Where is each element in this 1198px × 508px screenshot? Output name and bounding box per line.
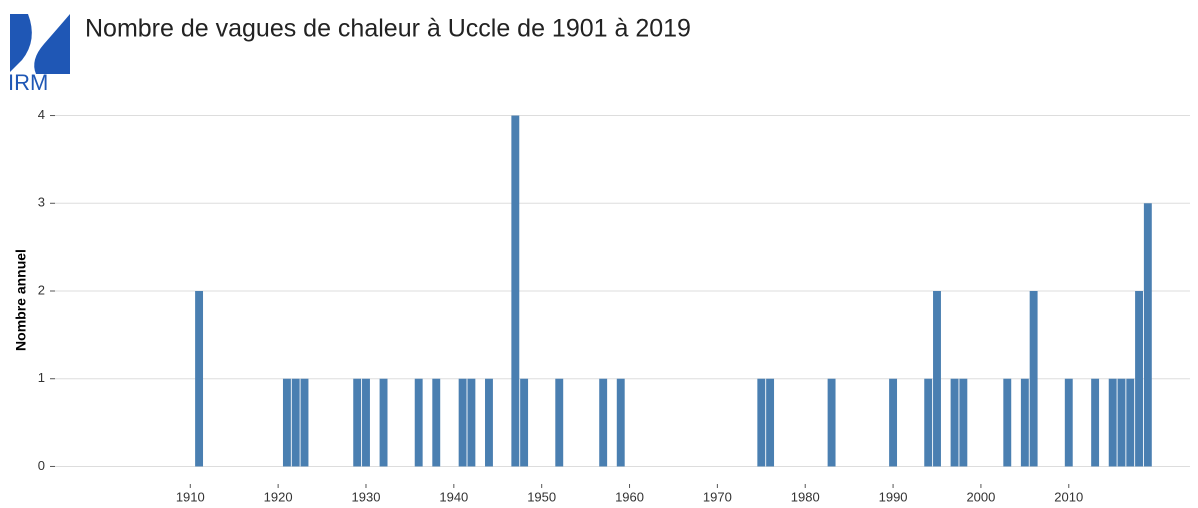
logo-shape (10, 14, 32, 72)
bar (555, 378, 564, 467)
x-tick-label: 1980 (791, 489, 820, 504)
bar (485, 378, 493, 467)
y-tick-label: 3 (38, 195, 45, 210)
x-tick-label: 2010 (1054, 489, 1083, 504)
bar (1003, 378, 1012, 467)
x-tick-label: 1970 (703, 489, 732, 504)
bar (511, 115, 520, 467)
y-tick-label: 4 (38, 107, 45, 122)
bar (432, 378, 441, 467)
x-tick-label: 1960 (615, 489, 644, 504)
bar (757, 378, 766, 467)
x-tick-label: 2000 (966, 489, 995, 504)
bar (467, 378, 476, 467)
x-tick-label: 1940 (439, 489, 468, 504)
bar (766, 378, 775, 467)
bar (1135, 291, 1144, 467)
bar (362, 378, 370, 467)
y-tick-label: 0 (38, 458, 45, 473)
y-axis-label: Nombre annuel (13, 249, 29, 351)
bar (300, 378, 309, 467)
x-tick-label: 1930 (352, 489, 381, 504)
y-tick-label: 2 (38, 282, 45, 297)
bar (959, 378, 968, 467)
bar (353, 378, 362, 467)
x-tick-label: 1990 (879, 489, 908, 504)
bar (1108, 378, 1117, 467)
bar (520, 378, 529, 467)
logo: IRM (8, 14, 70, 95)
bar (195, 291, 204, 467)
x-tick-label: 1920 (264, 489, 293, 504)
bar (1117, 378, 1126, 467)
bar (1126, 378, 1135, 467)
x-tick-label: 1950 (527, 489, 556, 504)
bar (1064, 378, 1073, 467)
bar (379, 378, 388, 467)
logo-shape (34, 14, 70, 74)
bar (599, 378, 608, 467)
bar (1091, 378, 1100, 467)
bar (933, 291, 941, 467)
logo-text: IRM (8, 70, 48, 95)
bar (1143, 203, 1152, 467)
x-tick-label: 1910 (176, 489, 205, 504)
bar (924, 378, 933, 467)
bar (889, 378, 898, 467)
bar (950, 378, 959, 467)
bar (414, 378, 423, 467)
chart-title: Nombre de vagues de chaleur à Uccle de 1… (85, 15, 691, 43)
bar (291, 378, 300, 467)
y-tick-label: 1 (38, 370, 45, 385)
bar (1029, 291, 1038, 467)
bar (616, 378, 625, 467)
bar (282, 378, 291, 467)
bar (458, 378, 467, 467)
bar (827, 378, 836, 467)
bar (1020, 378, 1029, 467)
